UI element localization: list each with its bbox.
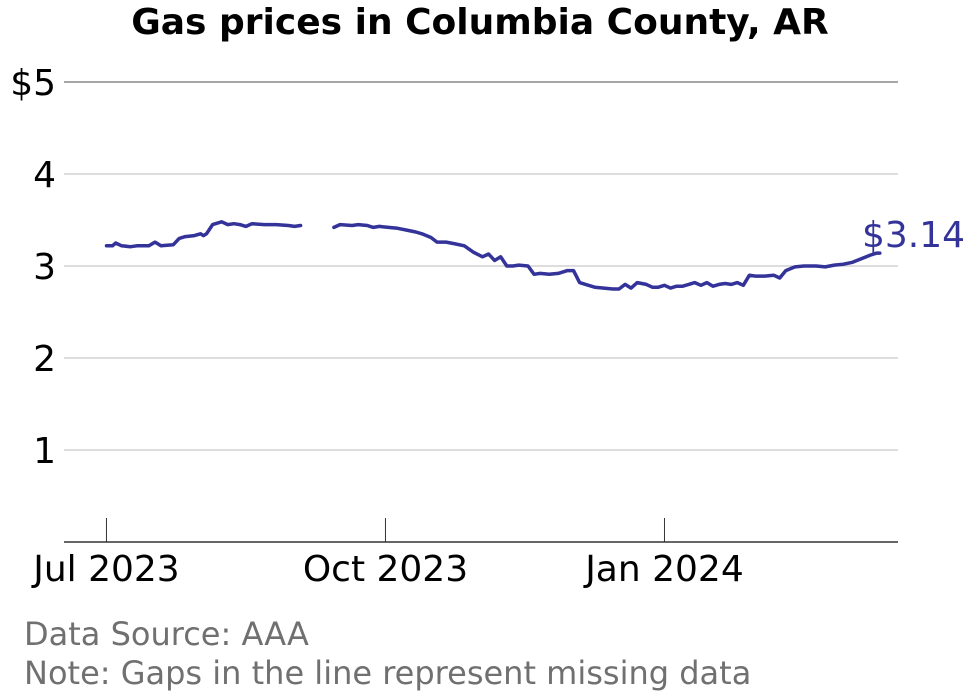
gridlines [64,81,898,451]
y-tick-label-1: 2 [33,339,56,380]
x-axis-ticks: Jul 2023 Oct 2023 Jan 2024 [31,518,744,590]
series-line-segment-1 [332,222,882,291]
data-source-note: Data Source: AAA [24,615,309,653]
x-tick-label-1: Oct 2023 [303,549,468,590]
missing-data-note: Note: Gaps in the line represent missing… [24,654,752,692]
series-line [104,220,882,291]
end-value-label: $3.14 [862,215,965,256]
y-axis-tick-labels: 1 2 3 4 $5 [10,63,56,472]
line-chart: 1 2 3 4 $5 Jul 2023 Oct 2023 Jan 2024 $3.14 [10,63,965,590]
y-tick-label-3: 4 [33,155,56,196]
y-tick-label-4: $5 [10,63,56,104]
y-tick-label-0: 1 [33,431,56,472]
y-tick-label-2: 3 [33,247,56,288]
x-tick-label-2: Jan 2024 [583,549,744,590]
series-line-segment-0 [104,220,303,249]
x-tick-label-0: Jul 2023 [31,549,180,590]
chart-title: Gas prices in Columbia County, AR [131,2,829,43]
